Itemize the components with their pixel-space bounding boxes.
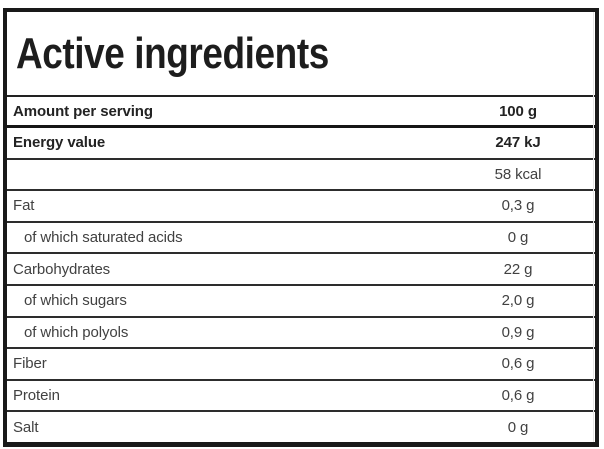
table-body: Energy value 247 kJ 58 kcal Fat 0,3 g of… (7, 128, 595, 442)
table-header-row: Amount per serving 100 g (7, 95, 595, 128)
table-row: Salt 0 g (7, 410, 595, 442)
table-row: Fiber 0,6 g (7, 347, 595, 379)
title-area: Active ingredients (7, 12, 595, 95)
table-right-faint-line (593, 12, 594, 442)
nutrient-label: of which sugars (24, 292, 127, 310)
nutrient-value: 0,9 g (501, 323, 535, 341)
table-row: of which polyols 0,9 g (7, 315, 595, 348)
nutrient-label: of which saturated acids (24, 229, 183, 247)
header-label: Amount per serving (13, 102, 153, 120)
nutrient-label: Protein (13, 387, 60, 405)
nutrient-value: 22 g (503, 260, 533, 278)
nutrient-label: Carbohydrates (13, 260, 111, 278)
header-value: 100 g (499, 102, 537, 120)
table-row: Energy value 247 kJ (7, 128, 595, 158)
nutrient-label: Fiber (13, 355, 47, 373)
table-row: 58 kcal (7, 157, 595, 190)
nutrient-value: 0,6 g (501, 387, 535, 405)
nutrient-value: 247 kJ (495, 134, 541, 152)
nutrient-value: 58 kcal (494, 165, 542, 183)
nutrient-label: Salt (13, 418, 39, 436)
table-row: of which saturated acids 0 g (7, 220, 595, 253)
nutrient-value: 0,3 g (501, 197, 535, 215)
page-title: Active ingredients (16, 28, 329, 78)
nutrient-value: 0,6 g (501, 355, 535, 373)
nutrition-table: Active ingredients Amount per serving 10… (3, 8, 599, 447)
nutrient-label: Fat (13, 197, 35, 215)
nutrient-value: 2,0 g (501, 292, 535, 310)
table-row: Carbohydrates 22 g (7, 252, 595, 284)
table-row: of which sugars 2,0 g (7, 283, 595, 316)
table-row: Fat 0,3 g (7, 189, 595, 221)
nutrient-label: of which polyols (24, 323, 129, 341)
nutrient-label: Energy value (13, 134, 106, 152)
table-row: Protein 0,6 g (7, 378, 595, 411)
nutrient-value: 0 g (507, 229, 529, 247)
nutrient-value: 0 g (507, 418, 529, 436)
